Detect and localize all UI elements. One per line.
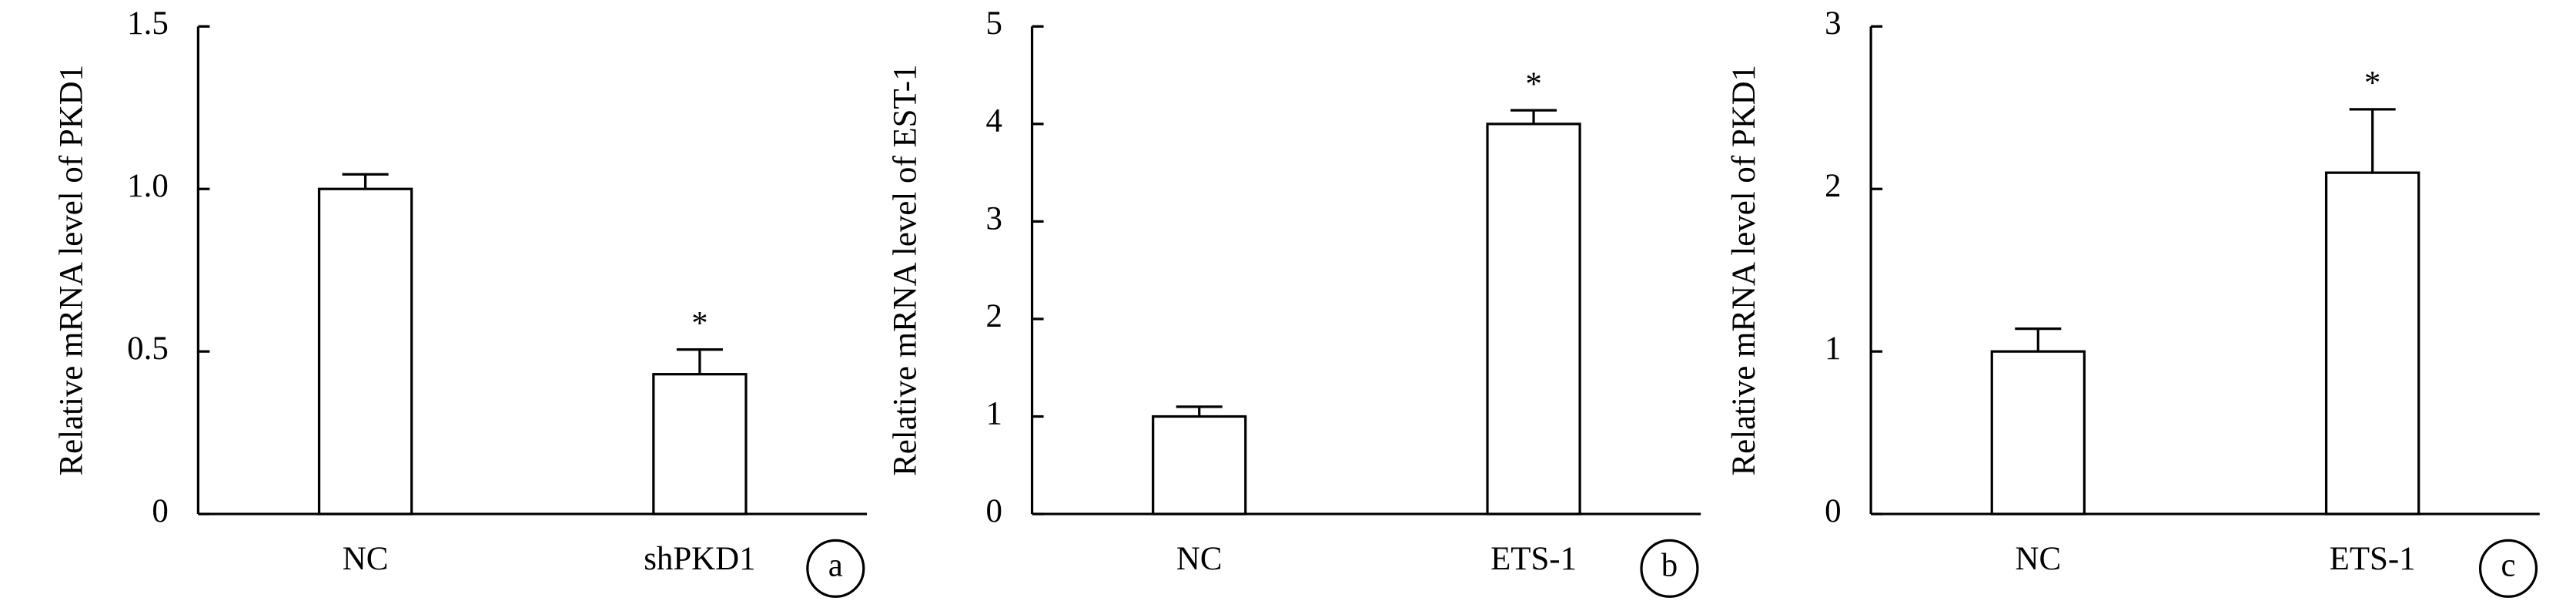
significance-mark: * (2364, 65, 2380, 102)
y-tick-label: 0.5 (127, 331, 169, 367)
y-tick-label: 3 (986, 200, 1002, 237)
y-tick-label: 0 (1825, 493, 1841, 529)
bar (1152, 415, 1247, 515)
error-bar (342, 173, 389, 190)
panel-circle (1640, 539, 1699, 598)
y-tick-label: 5 (986, 5, 1002, 42)
x-tick-label: ETS-1 (2330, 541, 2416, 577)
bar (1486, 123, 1581, 515)
panel-label: b (1661, 548, 1678, 584)
error-bar (1176, 405, 1223, 417)
bar (2324, 171, 2420, 515)
y-tick-label: 1.5 (127, 5, 169, 42)
x-tick-label: shPKD1 (644, 541, 755, 577)
significance-mark: * (691, 305, 708, 341)
panel-label: c (2501, 548, 2516, 584)
error-bar (2015, 327, 2062, 352)
y-tick-label: 3 (1825, 5, 1841, 42)
y-tick-label: 0 (986, 493, 1002, 529)
y-tick-label: 1 (1825, 331, 1841, 367)
error-bar (676, 348, 723, 374)
error-bar (1510, 109, 1557, 124)
significance-mark: * (1525, 66, 1541, 102)
panel-label: a (828, 548, 843, 584)
y-tick-label: 2 (1825, 168, 1841, 204)
y-tick-label: 1 (986, 395, 1002, 431)
bar (652, 373, 748, 515)
bar (1990, 350, 2086, 515)
y-tick-label: 1.0 (127, 168, 169, 204)
error-bar (2349, 108, 2396, 173)
y-axis-label: Relative mRNA level of PKD1 (53, 65, 89, 476)
x-tick-label: NC (2016, 541, 2062, 577)
panel-circle (806, 539, 865, 598)
bar (317, 187, 413, 515)
y-axis-label: Relative mRNA level of EST-1 (888, 65, 924, 476)
y-tick-label: 2 (986, 298, 1002, 334)
y-tick-label: 4 (986, 103, 1002, 139)
y-tick-label: 0 (152, 493, 168, 529)
x-tick-label: ETS-1 (1490, 541, 1577, 577)
y-axis-label: Relative mRNA level of PKD1 (1726, 65, 1762, 476)
x-tick-label: NC (1176, 541, 1223, 577)
panel-circle (2478, 539, 2538, 598)
x-tick-label: NC (343, 541, 389, 577)
